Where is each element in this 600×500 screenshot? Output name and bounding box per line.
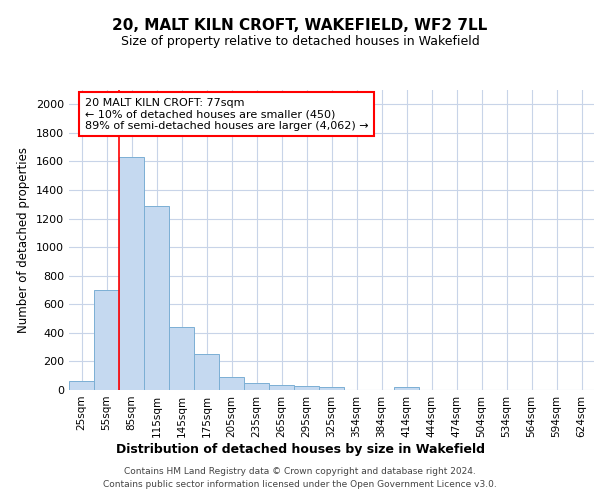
Bar bbox=[194, 354, 219, 390]
Text: Distribution of detached houses by size in Wakefield: Distribution of detached houses by size … bbox=[115, 442, 485, 456]
Text: 20, MALT KILN CROFT, WAKEFIELD, WF2 7LL: 20, MALT KILN CROFT, WAKEFIELD, WF2 7LL bbox=[112, 18, 488, 32]
Y-axis label: Number of detached properties: Number of detached properties bbox=[17, 147, 31, 333]
Bar bbox=[144, 206, 169, 390]
Bar bbox=[94, 290, 119, 390]
Bar bbox=[119, 157, 144, 390]
Text: Contains HM Land Registry data © Crown copyright and database right 2024.: Contains HM Land Registry data © Crown c… bbox=[124, 467, 476, 476]
Bar bbox=[269, 384, 294, 390]
Text: Contains public sector information licensed under the Open Government Licence v3: Contains public sector information licen… bbox=[103, 480, 497, 489]
Bar bbox=[219, 377, 244, 390]
Text: 20 MALT KILN CROFT: 77sqm
← 10% of detached houses are smaller (450)
89% of semi: 20 MALT KILN CROFT: 77sqm ← 10% of detac… bbox=[85, 98, 368, 130]
Bar bbox=[244, 382, 269, 390]
Text: Size of property relative to detached houses in Wakefield: Size of property relative to detached ho… bbox=[121, 35, 479, 48]
Bar bbox=[294, 386, 319, 390]
Bar bbox=[69, 380, 94, 390]
Bar bbox=[394, 388, 419, 390]
Bar bbox=[169, 327, 194, 390]
Bar bbox=[319, 387, 344, 390]
